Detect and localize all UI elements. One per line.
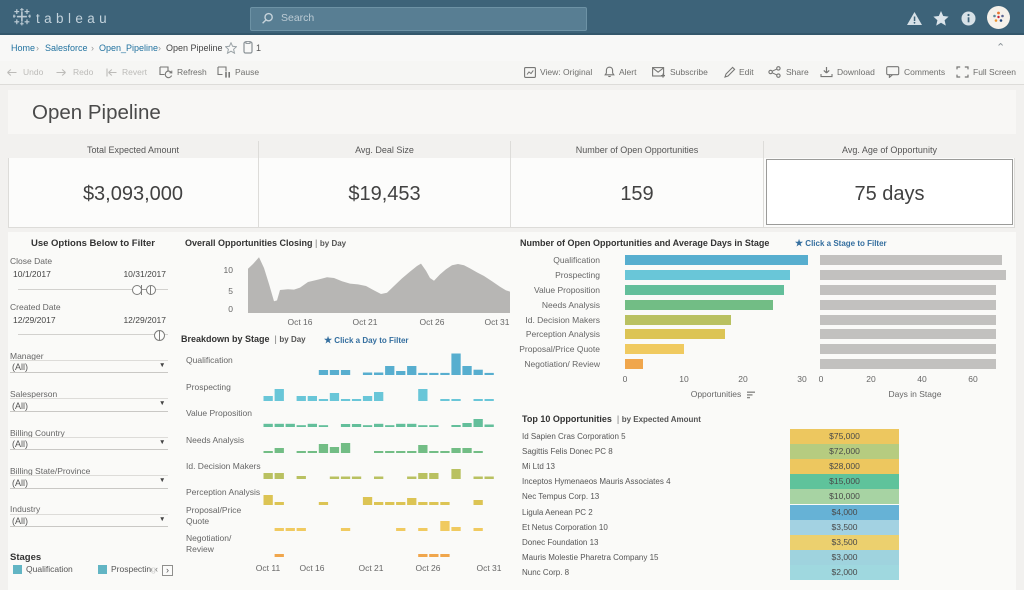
svg-text:5: 5 [228,286,233,296]
svg-text:10: 10 [224,265,234,275]
svg-text:0: 0 [228,304,233,314]
svg-text:tableau: tableau [36,11,111,26]
